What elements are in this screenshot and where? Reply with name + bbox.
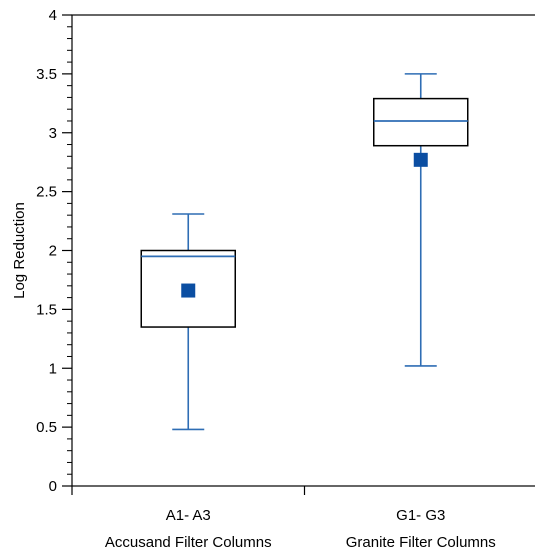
y-tick-label: 2.5	[36, 184, 57, 201]
y-tick-label: 0	[49, 478, 57, 495]
y-tick-label: 3	[49, 125, 57, 142]
mean-marker	[181, 283, 196, 298]
y-axis-label: Log Reduction	[11, 202, 28, 299]
x-category-label: Accusand Filter Columns	[105, 534, 272, 551]
y-tick-label: 3.5	[36, 66, 57, 83]
y-axis-ticks: 0 0.5 1 1.5 2 2.5 3 3.5 4	[36, 7, 72, 495]
y-tick-label: 4	[49, 7, 57, 24]
x-category-label: Granite Filter Columns	[346, 534, 496, 551]
y-tick-label: 1	[49, 360, 57, 377]
y-tick-label: 2	[49, 243, 57, 260]
mean-marker	[413, 152, 428, 167]
y-tick-label: 1.5	[36, 301, 57, 318]
x-axis-ticks: A1- A3 Accusand Filter Columns G1- G3 Grani…	[71, 486, 496, 551]
x-category-code: A1- A3	[166, 507, 211, 524]
x-category-code: G1- G3	[396, 507, 445, 524]
iqr-box	[373, 97, 469, 147]
box-series	[140, 73, 469, 431]
y-tick-label: 0.5	[36, 419, 57, 436]
